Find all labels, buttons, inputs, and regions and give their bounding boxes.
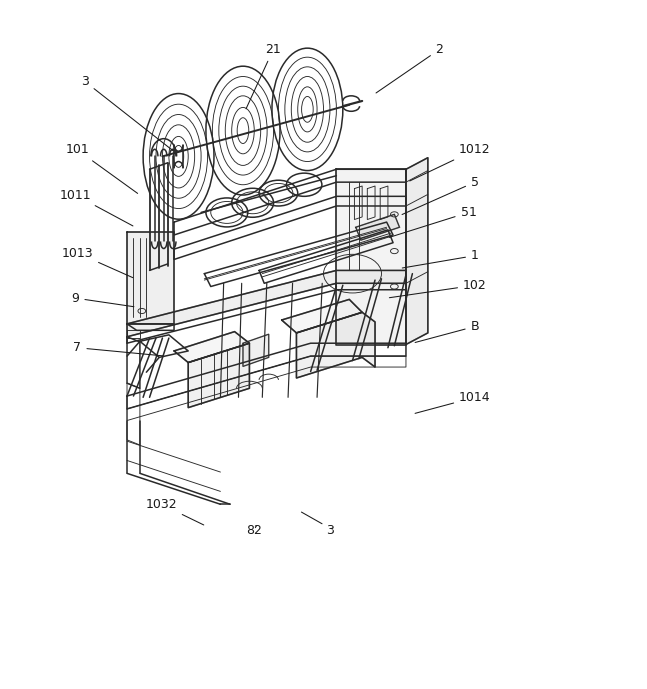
Polygon shape — [296, 312, 375, 378]
Text: 21: 21 — [246, 43, 281, 109]
Text: 1012: 1012 — [410, 143, 490, 181]
Polygon shape — [281, 300, 362, 333]
Polygon shape — [336, 169, 406, 344]
Polygon shape — [174, 331, 249, 362]
Text: 3: 3 — [302, 512, 339, 537]
Text: 7: 7 — [73, 341, 163, 356]
Text: 101: 101 — [65, 143, 138, 194]
Text: 51: 51 — [389, 206, 476, 238]
Polygon shape — [356, 214, 399, 240]
Polygon shape — [243, 334, 269, 367]
Polygon shape — [127, 232, 174, 324]
Polygon shape — [406, 158, 428, 344]
Text: 3: 3 — [82, 75, 173, 151]
Text: 102: 102 — [389, 279, 487, 298]
Text: 1: 1 — [402, 249, 479, 268]
Text: 5: 5 — [402, 176, 479, 214]
Text: 9: 9 — [72, 291, 134, 307]
Text: 1011: 1011 — [60, 189, 133, 226]
Polygon shape — [127, 270, 406, 337]
Text: B: B — [415, 320, 479, 342]
Text: 1032: 1032 — [146, 497, 204, 525]
Text: 1014: 1014 — [415, 391, 490, 413]
Text: 2: 2 — [376, 43, 443, 93]
Text: 1013: 1013 — [61, 247, 133, 278]
Polygon shape — [188, 343, 249, 408]
Text: 82: 82 — [246, 524, 262, 537]
